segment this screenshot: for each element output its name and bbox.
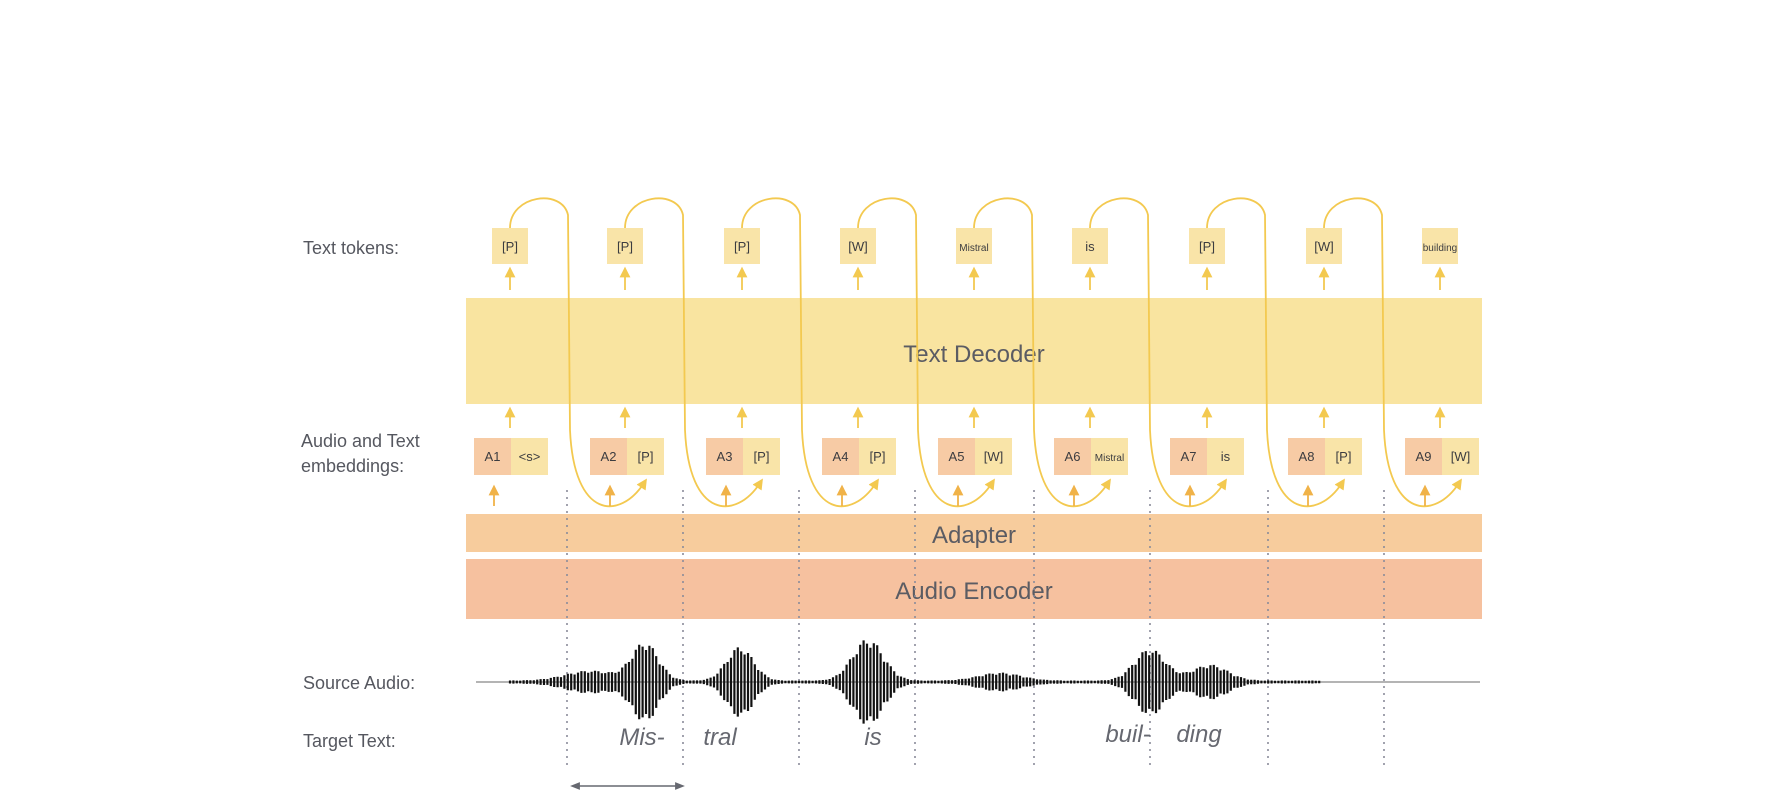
text-token-box [1422,228,1458,264]
audio-encoder-block [466,559,1482,619]
text-decoder-block [466,298,1482,404]
text-token-box [1306,228,1342,264]
target-word-buil: buil- [1105,721,1150,748]
text-token-label: [W] [1314,239,1334,254]
text-embedding-label: [W] [1451,449,1471,464]
text-token-label: [P] [617,239,633,254]
text-embedding-box [1325,438,1362,475]
feedback-loop [973,197,1111,507]
audio-embedding-label: A1 [485,449,501,464]
text-embedding-box [1091,438,1128,475]
audio-embedding-label: A5 [949,449,965,464]
text-token-label: [P] [734,239,750,254]
text-token-label: Mistral [959,243,988,254]
audio-embedding-box [706,438,743,475]
feedback-loop [1206,197,1345,507]
adapter-block [466,514,1482,552]
audio-embedding-label: A3 [717,449,733,464]
text-embedding-box [1207,438,1244,475]
feedback-loop [1089,197,1227,507]
text-token-box [1072,228,1108,264]
label-target-text: Target Text: [303,731,396,751]
audio-embedding-label: A4 [833,449,849,464]
text-decoder-label: Text Decoder [903,341,1044,368]
audio-embedding-box [1054,438,1091,475]
audio-embedding-box [1405,438,1442,475]
text-token-label: [W] [848,239,868,254]
target-word-tral: tral [703,724,737,751]
label-source-audio: Source Audio: [303,673,415,693]
text-token-box [492,228,528,264]
text-token-label: is [1085,239,1095,254]
text-embedding-label: Mistral [1095,453,1124,464]
target-word-is: is [864,724,881,751]
text-token-row: [P] [P] [P] [W] Mistral is [P] [W] building [492,228,1458,264]
text-embedding-box [859,438,896,475]
text-embedding-label: is [1221,449,1231,464]
flow-arrows [488,266,1446,506]
audio-embedding-label: A6 [1065,449,1081,464]
autoregressive-loops [509,197,1462,507]
audio-embedding-box [938,438,975,475]
audio-embedding-label: A7 [1181,449,1197,464]
text-token-label: [P] [1199,239,1215,254]
text-token-box [956,228,992,264]
label-text-tokens: Text tokens: [303,238,399,258]
text-token-label: [P] [502,239,518,254]
text-token-box [1189,228,1225,264]
text-embedding-label: [P] [754,449,770,464]
text-token-label: building [1423,243,1457,254]
feedback-loop [624,197,763,507]
text-embedding-box [743,438,780,475]
audio-embedding-box [1288,438,1325,475]
text-embedding-label: [W] [984,449,1004,464]
text-embedding-label: [P] [1336,449,1352,464]
audio-embedding-box [474,438,511,475]
target-word-mis: Mis- [619,724,664,751]
text-token-box [724,228,760,264]
text-token-box [607,228,643,264]
adapter-label: Adapter [932,522,1016,549]
feedback-loop [509,197,647,507]
audio-embedding-label: A2 [601,449,617,464]
source-waveform [476,640,1480,724]
audio-embedding-box [822,438,859,475]
feedback-loop [857,197,995,507]
waveform-path [508,640,1321,724]
label-embeddings-line2: embeddings: [301,456,404,476]
text-embedding-label: [P] [870,449,886,464]
audio-embedding-box [590,438,627,475]
text-token-box [840,228,876,264]
feedback-loop [741,197,879,507]
text-embedding-box [1442,438,1479,475]
label-embeddings-line1: Audio and Text [301,431,420,451]
audio-encoder-label: Audio Encoder [895,578,1052,605]
embedding-row: A1 <s> A2 [P] A3 [P] A4 [P] A5 [W] A6 Mistral A7 is A8… [474,438,1479,475]
audio-embedding-box [1170,438,1207,475]
target-word-ding: ding [1176,721,1222,748]
audio-embedding-label: A9 [1416,449,1432,464]
text-embedding-box [975,438,1012,475]
audio-embedding-label: A8 [1299,449,1315,464]
feedback-loop [1323,197,1462,507]
text-embedding-label: [P] [638,449,654,464]
text-embedding-box [511,438,548,475]
text-embedding-box [627,438,664,475]
text-embedding-label: <s> [519,449,541,464]
